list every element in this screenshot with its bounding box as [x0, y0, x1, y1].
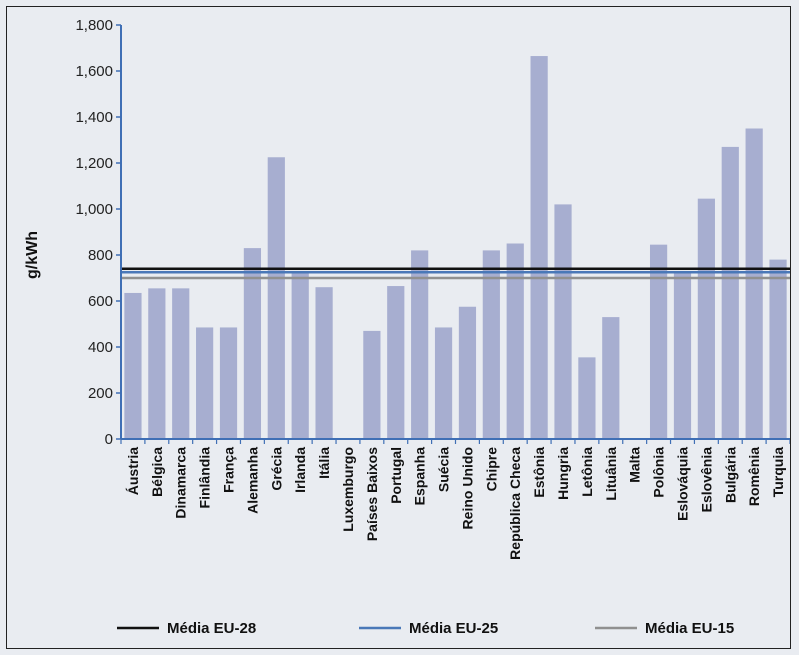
- x-tick-label-18: Hungria: [555, 447, 571, 500]
- y-tick-label-2: 400: [88, 339, 113, 356]
- bar-2: [172, 288, 190, 439]
- x-tick-label-0: Áustria: [125, 447, 141, 495]
- x-tick-label-1: Bélgica: [149, 447, 165, 497]
- bar-26: [745, 128, 763, 439]
- bar-3: [196, 327, 214, 439]
- bar-7: [291, 272, 309, 439]
- bar-23: [673, 272, 692, 439]
- x-tick-label-9: Luxemburgo: [340, 447, 356, 532]
- y-tick-label-4: 800: [88, 247, 113, 264]
- chart-frame: 0 200 400 600 800 1,000 1,200 1,400 1,600 1,800 Á…: [6, 6, 791, 649]
- bar-5: [243, 248, 262, 439]
- legend-label-0: Média EU-28: [167, 620, 256, 637]
- bar-18: [554, 204, 572, 439]
- bar-8: [315, 287, 333, 439]
- y-tick-label-6: 1,200: [75, 155, 113, 172]
- x-tick-label-16: República Checa: [507, 447, 523, 560]
- x-tick-label-6: Grécia: [268, 447, 284, 491]
- bar-20: [602, 317, 620, 439]
- bar-16: [506, 243, 524, 439]
- y-tick-label-0: 0: [105, 431, 113, 448]
- y-tick-label-3: 600: [88, 293, 113, 310]
- bar-19: [578, 357, 596, 439]
- bar-chart: 0 200 400 600 800 1,000 1,200 1,400 1,600 1,800 Á…: [24, 17, 790, 637]
- x-tick-label-23: Eslováquia: [674, 447, 690, 521]
- bar-13: [434, 327, 453, 439]
- y-axis-label: g/kWh: [24, 231, 41, 279]
- bar-10: [363, 330, 381, 439]
- legend-label-1: Média EU-25: [409, 620, 498, 637]
- x-tick-label-5: Alemanha: [244, 447, 260, 514]
- y-tick-label-9: 1,800: [75, 17, 113, 34]
- x-tick-label-27: Turquia: [770, 447, 786, 498]
- bar-12: [411, 250, 429, 439]
- bar-11: [387, 286, 405, 439]
- x-tick-label-13: Suécia: [436, 447, 452, 492]
- x-tick-label-11: Portugal: [388, 447, 404, 504]
- bar-0: [124, 292, 142, 439]
- bar-1: [148, 288, 166, 439]
- bar-24: [697, 198, 715, 439]
- bar-25: [721, 146, 739, 439]
- bar-22: [649, 244, 668, 439]
- bar-17: [530, 56, 548, 440]
- y-tick-label-7: 1,400: [75, 109, 113, 126]
- x-tick-label-25: Bulgária: [722, 447, 738, 503]
- x-tick-label-8: Itália: [316, 447, 332, 479]
- bar-14: [458, 306, 477, 439]
- x-tick-label-20: Lituânia: [603, 447, 619, 501]
- x-tick-label-12: Espanha: [412, 447, 428, 506]
- x-tick-label-26: Romênia: [746, 447, 762, 506]
- y-tick-label-5: 1,000: [75, 201, 113, 218]
- x-tick-label-3: Finlândia: [197, 447, 213, 509]
- x-tick-label-24: Eslovênia: [698, 447, 714, 513]
- x-tick-label-19: Letônia: [579, 447, 595, 497]
- bar-15: [482, 250, 500, 439]
- x-tick-label-2: Dinamarca: [173, 447, 189, 519]
- x-tick-label-10: Países Baixos: [364, 447, 380, 541]
- x-tick-label-7: Irlanda: [292, 447, 308, 493]
- y-tick-label-1: 200: [88, 385, 113, 402]
- x-tick-label-21: Malta: [627, 447, 643, 483]
- bar-4: [219, 327, 238, 439]
- x-tick-label-17: Estônia: [531, 447, 547, 498]
- bar-6: [267, 157, 285, 439]
- bar-27: [769, 259, 787, 439]
- x-tick-label-14: Reino Unido: [459, 447, 475, 529]
- x-tick-label-15: Chipre: [483, 447, 499, 492]
- legend-label-2: Média EU-15: [645, 620, 734, 637]
- x-tick-label-4: França: [221, 447, 237, 493]
- y-tick-label-8: 1,600: [75, 63, 113, 80]
- x-tick-label-22: Polônia: [651, 447, 667, 498]
